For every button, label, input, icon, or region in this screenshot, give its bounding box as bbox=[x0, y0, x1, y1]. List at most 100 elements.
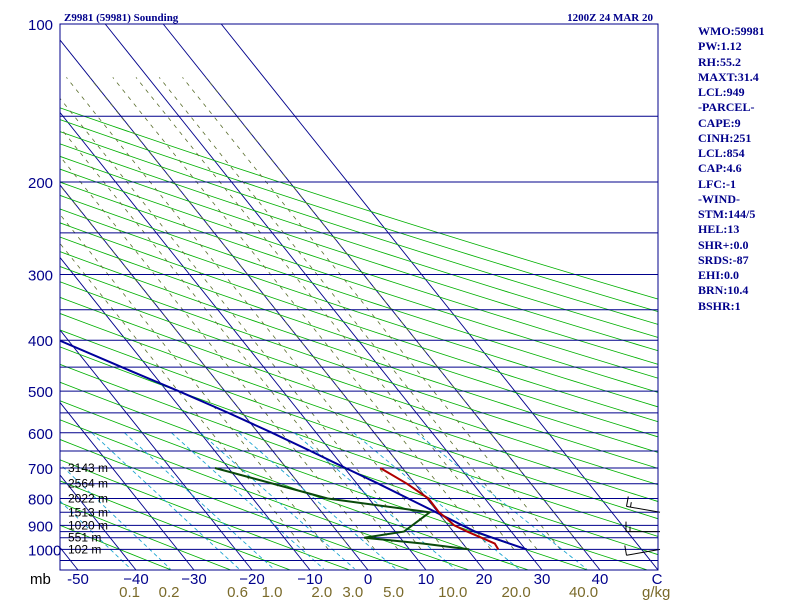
dry-adiabat bbox=[60, 419, 470, 570]
wind-barb-shaft bbox=[626, 548, 661, 556]
dry-adiabat bbox=[60, 296, 658, 502]
dry-adiabat bbox=[60, 400, 529, 570]
moist-adiabat bbox=[60, 184, 352, 550]
mixing-ratio-label: 0.6 bbox=[227, 584, 248, 600]
dry-adiabat bbox=[60, 459, 351, 570]
parcel-line bbox=[60, 339, 528, 551]
mixing-ratio-label: 3.0 bbox=[342, 584, 363, 600]
moist-adiabat bbox=[158, 77, 538, 550]
moist-adiabat bbox=[60, 242, 306, 550]
stat-line: RH:55.2 bbox=[698, 54, 741, 69]
mixing-ratio-line bbox=[353, 432, 519, 570]
dry-adiabat bbox=[60, 131, 658, 325]
moist-adiabat bbox=[60, 213, 329, 550]
stat-line: HEL:13 bbox=[698, 222, 740, 237]
dry-adiabat bbox=[60, 281, 658, 486]
mixing-ratio-unit-label: g/kg bbox=[642, 584, 670, 600]
mixing-ratio-line bbox=[91, 432, 240, 570]
moist-adiabat bbox=[60, 155, 376, 550]
mixing-ratio-label: 0.1 bbox=[119, 584, 140, 600]
stat-line: CAPE:9 bbox=[698, 115, 741, 130]
dry-adiabat bbox=[60, 119, 658, 313]
mixing-ratio-line bbox=[124, 432, 274, 570]
chart-subtitle: 1200Z 24 MAR 20 bbox=[567, 12, 653, 24]
stat-line: LCL:949 bbox=[698, 85, 745, 99]
mixing-ratio-label: 0.2 bbox=[159, 584, 180, 600]
temperature-tick-label: 20 bbox=[476, 571, 493, 588]
stat-line: SRDS:-87 bbox=[698, 252, 749, 267]
temperature-tick-label: −10 bbox=[297, 571, 322, 588]
height-label: 1513 m bbox=[68, 505, 108, 519]
mixing-ratio-label: 1.0 bbox=[262, 584, 283, 600]
dry-adiabat bbox=[60, 236, 658, 438]
mixing-ratio-label: 20.0 bbox=[502, 584, 531, 600]
pressure-unit-label: mb bbox=[30, 571, 51, 588]
stat-line: CINH:251 bbox=[698, 130, 752, 145]
isotherm bbox=[60, 256, 311, 570]
moist-adiabat bbox=[60, 97, 422, 550]
moist-adiabat bbox=[112, 77, 492, 550]
height-label: 1020 m bbox=[68, 518, 108, 532]
dry-adiabat bbox=[60, 363, 648, 570]
pressure-tick-label: 400 bbox=[28, 333, 53, 350]
dry-adiabat bbox=[60, 107, 658, 300]
dewpoint-line bbox=[214, 467, 470, 551]
dry-adiabat bbox=[60, 381, 589, 570]
pressure-tick-label: 700 bbox=[28, 461, 53, 478]
stat-line: LCL:854 bbox=[698, 146, 745, 160]
stats-panel: WMO:59981 PW:1.12 RH:55.2 MAXT:31.4 LCL:949-… bbox=[698, 24, 798, 314]
diagram-grid bbox=[60, 24, 658, 570]
mixing-ratio-line bbox=[200, 432, 355, 570]
mixing-ratio-line bbox=[416, 432, 587, 570]
moist-adiabat bbox=[60, 126, 399, 550]
temperature-tick-label: −30 bbox=[181, 571, 206, 588]
pressure-tick-label: 300 bbox=[28, 268, 53, 285]
dry-adiabat bbox=[60, 251, 658, 453]
wind-barb-flag bbox=[630, 502, 632, 508]
dry-adiabat bbox=[60, 181, 658, 379]
isotherm bbox=[104, 24, 543, 570]
pressure-tick-label: 500 bbox=[28, 384, 53, 401]
stat-line: BSHR:1 bbox=[698, 298, 741, 313]
dry-adiabat bbox=[60, 168, 658, 365]
pressure-tick-label: 100 bbox=[28, 17, 53, 34]
temperature-tick-label: −40 bbox=[123, 571, 148, 588]
stat-line: -WIND- bbox=[698, 191, 740, 206]
mixing-ratio-line bbox=[294, 432, 456, 570]
moist-adiabat bbox=[205, 77, 584, 550]
dry-adiabat bbox=[60, 222, 658, 423]
temperature-tick-label: 30 bbox=[534, 571, 551, 588]
stat-line: CAP:4.6 bbox=[698, 161, 742, 176]
temperature-unit-label: C bbox=[652, 571, 663, 588]
chart-title: Z9981 (59981) Sounding bbox=[64, 12, 179, 24]
stat-line: SHR+:0.0 bbox=[698, 237, 749, 252]
pressure-tick-label: 800 bbox=[28, 491, 53, 508]
stat-line: -PARCEL- bbox=[698, 100, 755, 115]
isotherm bbox=[60, 111, 427, 570]
temperature-line bbox=[379, 467, 500, 550]
mixing-ratio-line bbox=[60, 500, 131, 570]
dry-adiabat bbox=[60, 312, 658, 520]
pressure-tick-label: 200 bbox=[28, 175, 53, 192]
wind-barb-flag bbox=[626, 496, 629, 507]
height-label: 2022 m bbox=[68, 491, 108, 505]
stat-line: LFC:-1 bbox=[698, 176, 736, 191]
plot-frame bbox=[59, 23, 659, 571]
moist-adiabat bbox=[135, 77, 515, 550]
stat-line: EHI:0.0 bbox=[698, 268, 740, 282]
isotherm bbox=[60, 401, 195, 570]
dry-adiabat bbox=[60, 194, 658, 393]
isotherm bbox=[60, 329, 253, 570]
mixing-ratio-label: 2.0 bbox=[311, 584, 332, 600]
wind-barb-flag bbox=[624, 545, 627, 556]
dry-adiabat bbox=[60, 438, 410, 570]
mixing-ratio-label: 40.0 bbox=[569, 584, 598, 600]
temperature-tick-label: 10 bbox=[418, 571, 435, 588]
dry-adiabat bbox=[60, 208, 658, 408]
diagram-labels: Z9981 (59981) Sounding 1200Z 24 MAR 20 m… bbox=[28, 12, 670, 600]
height-label: 551 m bbox=[68, 531, 101, 545]
temperature-tick-label: 0 bbox=[364, 571, 372, 588]
sounding-profiles bbox=[60, 339, 528, 551]
mixing-ratio-line bbox=[171, 432, 324, 570]
